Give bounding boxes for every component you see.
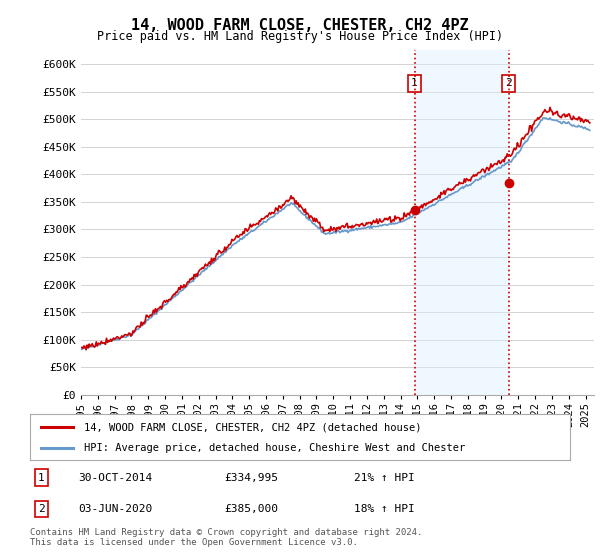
Text: 2: 2 [505,78,512,88]
Text: £385,000: £385,000 [224,504,278,514]
Text: 21% ↑ HPI: 21% ↑ HPI [354,473,415,483]
Text: HPI: Average price, detached house, Cheshire West and Chester: HPI: Average price, detached house, Ches… [84,444,465,454]
Text: £334,995: £334,995 [224,473,278,483]
Bar [415,50,509,395]
Text: 14, WOOD FARM CLOSE, CHESTER, CH2 4PZ: 14, WOOD FARM CLOSE, CHESTER, CH2 4PZ [131,18,469,34]
Text: Price paid vs. HM Land Registry's House Price Index (HPI): Price paid vs. HM Land Registry's House … [97,30,503,43]
Text: 2: 2 [38,504,45,514]
Text: 1: 1 [38,473,45,483]
Text: 1: 1 [411,78,418,88]
Text: 30-OCT-2014: 30-OCT-2014 [79,473,153,483]
Text: 14, WOOD FARM CLOSE, CHESTER, CH2 4PZ (detached house): 14, WOOD FARM CLOSE, CHESTER, CH2 4PZ (d… [84,422,421,432]
Text: Contains HM Land Registry data © Crown copyright and database right 2024.
This d: Contains HM Land Registry data © Crown c… [30,528,422,548]
Text: 18% ↑ HPI: 18% ↑ HPI [354,504,415,514]
Text: 03-JUN-2020: 03-JUN-2020 [79,504,153,514]
